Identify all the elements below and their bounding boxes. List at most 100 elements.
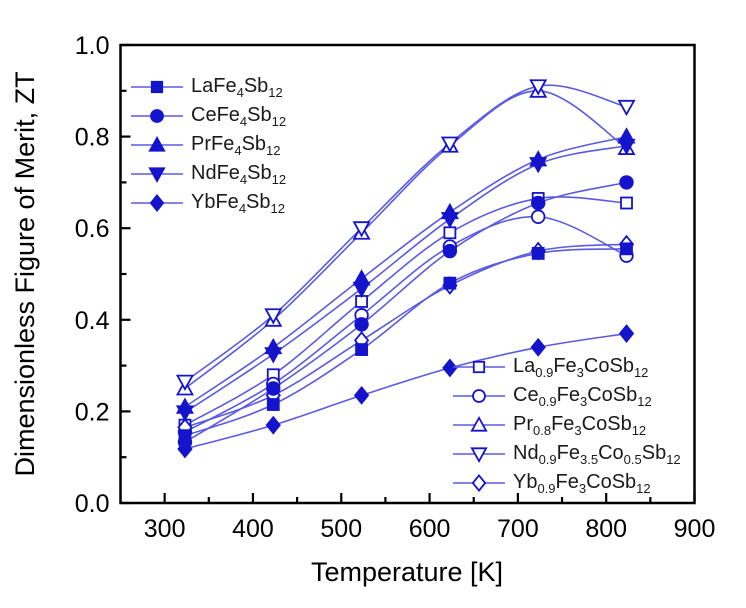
legend-item-Nd0.9Fe3.5Co0.5Sb12: Nd0.9Fe3.5Co0.5Sb12 [452, 439, 681, 468]
series-markers-NdFe4Sb12 [175, 138, 636, 422]
data-point [618, 324, 635, 343]
data-point [149, 193, 165, 212]
legend-label: Ce0.9Fe3CoSb12 [513, 384, 652, 409]
data-point [150, 80, 164, 93]
legend-label: NdFe4Sb12 [191, 162, 287, 187]
data-point [442, 358, 458, 378]
data-point [443, 226, 457, 240]
formula-subscript: 12 [270, 201, 285, 216]
formula-subscript: 3 [574, 423, 582, 438]
data-point [443, 276, 457, 290]
data-point [620, 242, 633, 256]
x-tick-label: 300 [144, 515, 186, 543]
data-point [470, 446, 488, 463]
data-point [148, 166, 166, 183]
triangle-up-open-legend-icon [453, 415, 505, 432]
legend-item-Ce0.9Fe3CoSb12: Ce0.9Fe3CoSb12 [452, 381, 681, 410]
x-tick-label: 700 [497, 515, 539, 543]
data-point [440, 136, 459, 153]
formula-subscript: 12 [633, 365, 649, 380]
circle-open-legend-icon [453, 388, 505, 403]
data-point [442, 243, 458, 259]
data-point [531, 246, 545, 260]
series-markers-YbFe4Sb12 [177, 324, 635, 459]
legend-label: La0.9Fe3CoSb12 [513, 355, 649, 380]
legend-label: CeFe4Sb12 [191, 104, 287, 129]
series-markers-Nd0.9Fe3.5Co0.5Sb12 [175, 79, 636, 391]
data-point [529, 157, 548, 174]
formula-subscript: 3 [580, 394, 588, 409]
formula-subscript: 12 [266, 143, 281, 158]
series-line [184, 332, 627, 450]
data-point [265, 415, 281, 435]
legend-item-PrFe4Sb12: PrFe4Sb12 [130, 130, 286, 159]
data-point [264, 308, 283, 325]
formula-subscript: 12 [631, 423, 647, 438]
legend-label: LaFe4Sb12 [191, 75, 283, 100]
data-point [620, 196, 633, 210]
circle-filled-legend-icon [131, 108, 183, 123]
data-point [266, 381, 281, 396]
data-point [175, 374, 194, 391]
legend-label: Nd0.9Fe3.5Co0.5Sb12 [513, 442, 681, 467]
x-tick-label: 600 [409, 515, 451, 543]
formula-subscript: 3.5 [580, 452, 599, 467]
y-tick-label: 1.0 [75, 32, 110, 60]
data-point [617, 99, 636, 117]
formula-subscript: 12 [636, 481, 651, 496]
x-tick-label: 900 [674, 515, 716, 543]
data-point [472, 360, 486, 373]
data-point [353, 385, 370, 405]
data-point [264, 347, 283, 364]
legend-item-La0.9Fe3CoSb12: La0.9Fe3CoSb12 [452, 352, 681, 381]
formula-subscript: 12 [268, 85, 283, 100]
formula-subscript: 0.8 [533, 423, 552, 438]
formula-subscript: 0.9 [538, 452, 557, 467]
legend-item-Yb0.9Fe3CoSb12: Yb0.9Fe3CoSb12 [452, 468, 681, 497]
formula-subscript: 4 [236, 85, 244, 100]
formula-subscript: 0.9 [535, 365, 554, 380]
y-tick-label: 0.8 [75, 124, 110, 152]
formula-subscript: 0.5 [623, 452, 642, 467]
data-point [266, 398, 280, 411]
x-tick-label: 800 [585, 515, 627, 543]
y-axis-title: Dimensionless Figure of Merit, ZT [10, 71, 40, 476]
formula-subscript: 4 [239, 114, 248, 129]
data-point [529, 79, 548, 96]
legend-label: Yb0.9Fe3CoSb12 [513, 471, 651, 496]
formula-subscript: 12 [271, 114, 287, 129]
legend-item-CeFe4Sb12: CeFe4Sb12 [130, 101, 286, 130]
x-tick-label: 400 [232, 515, 274, 543]
plot-area: 300 400 500 600 700 800 900 0.0 0.2 0.4 0.6 0.8 1.0 [75, 32, 716, 543]
diamond-filled-legend-icon [131, 193, 183, 212]
formula-subscript: 0.9 [537, 481, 556, 496]
legend-filled-series: LaFe4Sb12 CeFe4Sb12 PrFe4Sb12 NdFe4Sb12 YbFe… [130, 72, 286, 217]
legend-item-NdFe4Sb12: NdFe4Sb12 [130, 159, 286, 188]
square-open-legend-icon [453, 360, 505, 373]
formula-subscript: 12 [271, 172, 287, 187]
triangle-down-filled-legend-icon [131, 166, 183, 183]
diamond-open-legend-icon [453, 473, 505, 492]
data-point [619, 175, 634, 190]
series-YbFe4Sb12 [184, 332, 627, 450]
data-point [471, 473, 487, 492]
y-tick-label: 0.6 [75, 215, 110, 243]
formula-subscript: 0.9 [538, 394, 557, 409]
data-point [617, 138, 636, 156]
formula-subscript: 4 [238, 201, 247, 216]
plot-frame [119, 43, 696, 505]
formula-subscript: 12 [666, 452, 681, 467]
x-axis-title: Temperature [K] [311, 557, 503, 587]
formula-subscript: 3 [578, 481, 587, 496]
y-tick-label: 0.2 [75, 398, 110, 426]
data-point [355, 343, 368, 356]
data-point [175, 405, 194, 422]
legend-item-Pr0.8Fe3CoSb12: Pr0.8Fe3CoSb12 [452, 410, 681, 439]
data-point [150, 108, 164, 123]
data-point [472, 388, 486, 403]
triangle-down-open-legend-icon [453, 446, 505, 463]
data-point [177, 439, 193, 459]
data-point [352, 281, 371, 299]
